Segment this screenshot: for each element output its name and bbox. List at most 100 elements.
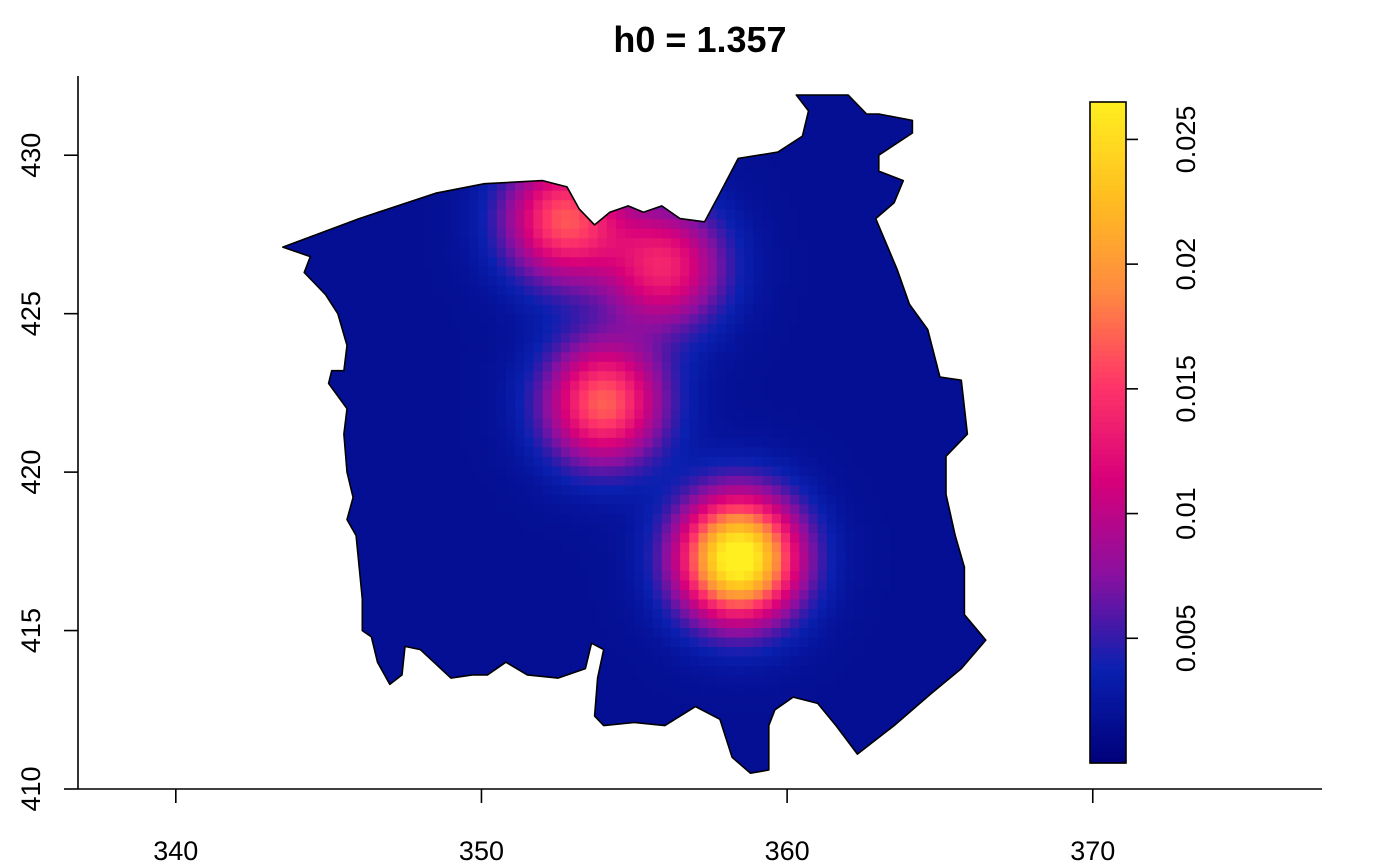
density-cell [753,218,764,229]
density-cell [854,361,865,372]
density-cell [661,133,672,144]
density-cell [670,674,681,686]
density-cell [643,228,654,239]
density-cell [625,560,635,571]
density-cell [533,522,544,533]
density-cell [652,589,663,600]
density-cell [524,285,535,296]
density-cell [533,361,544,372]
density-cell [359,437,369,448]
density-cell [597,598,608,609]
density-cell [671,76,681,86]
density-cell [285,456,296,467]
density-cell [551,760,562,771]
density-cell [698,313,709,324]
density-cell [423,323,434,334]
density-cell [322,256,333,267]
density-cell [570,589,580,600]
density-cell [542,684,553,695]
density-cell [478,171,489,182]
density-cell [460,769,470,774]
density-cell [340,95,351,106]
density-cell [460,380,470,391]
density-cell [661,228,672,239]
density-cell [781,351,791,362]
density-cell [707,579,718,590]
density-cell [680,627,690,638]
density-cell [634,456,645,467]
density-cell [698,665,709,676]
density-cell [295,218,305,229]
density-cell [295,304,305,315]
density-cell [377,95,388,96]
density-cell [570,180,580,191]
density-cell [735,503,745,514]
density-cell [836,408,846,419]
density-cell [588,76,598,86]
density-cell [744,541,755,552]
density-cell [441,665,452,676]
density-cell [597,608,608,619]
density-cell [781,484,791,495]
density-cell [680,76,690,86]
density-cell [836,522,846,533]
density-cell [707,589,718,600]
density-cell [716,484,727,495]
density-cell [340,256,351,267]
density-cell [460,304,470,315]
density-cell [505,741,516,752]
density-cell [863,180,874,191]
density-cell [386,332,397,343]
density-cell [781,370,791,381]
density-cell [854,551,865,562]
density-cell [386,275,397,286]
density-cell [643,494,654,505]
density-cell [268,105,278,115]
density-cell [469,465,479,476]
density-cell [854,437,865,448]
density-cell [359,123,369,134]
density-cell [478,627,489,638]
density-cell [322,104,333,115]
density-cell [725,456,736,467]
density-cell [285,674,296,686]
density-cell [487,627,498,638]
density-cell [661,665,672,676]
density-cell [533,133,544,144]
density-cell [378,76,388,86]
density-cell [615,218,626,229]
density-cell [570,579,580,590]
density-cell [551,114,562,125]
density-cell [615,522,626,533]
density-cell [313,313,324,324]
density-cell [643,237,654,248]
density-cell [478,465,489,476]
density-cell [579,503,590,514]
density-cell [799,199,810,210]
density-cell [872,408,883,419]
density-cell [469,646,479,657]
density-cell [350,304,360,315]
density-cell [661,180,672,191]
density-cell [588,342,599,353]
density-cell [285,750,296,762]
density-cell [432,503,443,514]
density-cell [725,712,736,724]
density-cell [808,560,819,571]
density-cell [606,693,617,705]
density-cell [625,674,635,686]
density-cell [359,779,369,789]
density-cell [423,313,434,324]
density-cell [331,104,342,115]
density-cell [872,418,883,429]
density-cell [872,456,883,467]
density-cell [597,342,608,353]
density-cell [606,437,617,448]
density-cell [606,247,617,258]
density-cell [405,313,415,324]
density-cell [744,579,755,590]
density-cell [845,779,855,789]
density-cell [432,541,443,552]
density-cell [368,684,379,695]
density-cell [487,161,498,172]
